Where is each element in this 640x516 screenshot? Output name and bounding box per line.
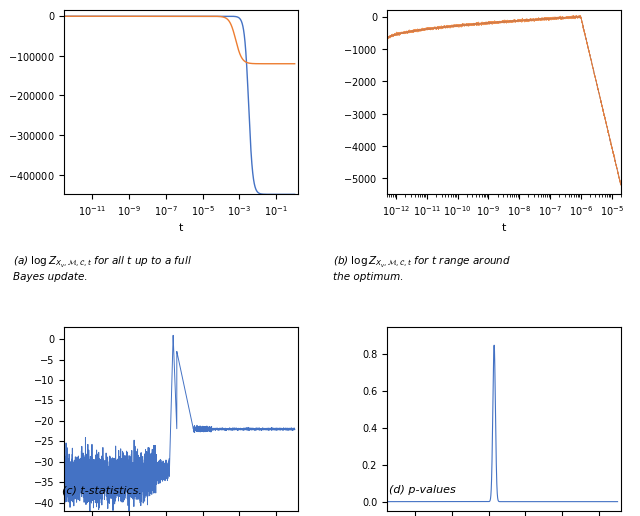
Text: (c) t-statistics.: (c) t-statistics.	[63, 486, 142, 495]
X-axis label: t: t	[502, 223, 506, 233]
X-axis label: t: t	[179, 223, 183, 233]
Text: (d) p-values: (d) p-values	[389, 486, 456, 495]
Text: (a) $\log Z_{X_v,\mathcal{M},\mathcal{C},t}$ for all $t$ up to a full
Bayes upda: (a) $\log Z_{X_v,\mathcal{M},\mathcal{C}…	[13, 255, 192, 282]
Text: (b) $\log Z_{X_v,\mathcal{M},\mathcal{C},t}$ for $t$ range around
the optimum.: (b) $\log Z_{X_v,\mathcal{M},\mathcal{C}…	[333, 255, 511, 282]
